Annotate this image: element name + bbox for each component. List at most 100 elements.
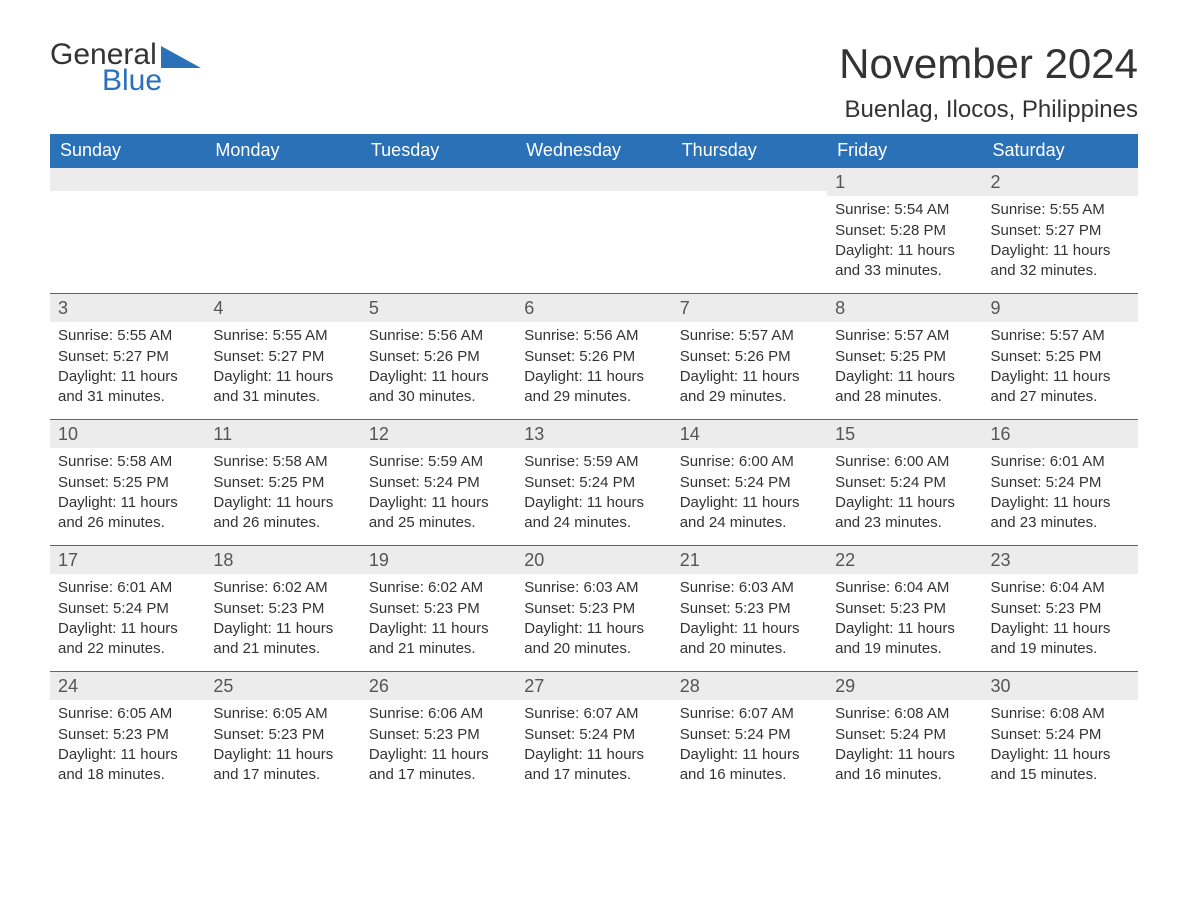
day-number: 4	[205, 294, 360, 322]
day-number: 3	[50, 294, 205, 322]
sunrise-line: Sunrise: 6:01 AM	[58, 578, 197, 598]
daylight-line: Daylight: 11 hours and 17 minutes.	[524, 745, 663, 786]
calendar-week: 10Sunrise: 5:58 AMSunset: 5:25 PMDayligh…	[50, 419, 1138, 545]
sunset-line: Sunset: 5:28 PM	[835, 221, 974, 241]
calendar-cell: 27Sunrise: 6:07 AMSunset: 5:24 PMDayligh…	[516, 671, 671, 797]
sunset-line: Sunset: 5:23 PM	[213, 599, 352, 619]
day-number: 5	[361, 294, 516, 322]
calendar-cell: 18Sunrise: 6:02 AMSunset: 5:23 PMDayligh…	[205, 545, 360, 671]
daylight-line: Daylight: 11 hours and 31 minutes.	[58, 367, 197, 408]
daylight-line: Daylight: 11 hours and 29 minutes.	[680, 367, 819, 408]
sunset-line: Sunset: 5:25 PM	[213, 473, 352, 493]
day-number: 11	[205, 420, 360, 448]
daylight-line: Daylight: 11 hours and 32 minutes.	[991, 241, 1130, 282]
empty-day	[50, 167, 205, 191]
calendar-cell: 4Sunrise: 5:55 AMSunset: 5:27 PMDaylight…	[205, 293, 360, 419]
daylight-line: Daylight: 11 hours and 15 minutes.	[991, 745, 1130, 786]
day-number: 2	[983, 168, 1138, 196]
day-number: 1	[827, 168, 982, 196]
day-number: 21	[672, 546, 827, 574]
sunset-line: Sunset: 5:23 PM	[369, 599, 508, 619]
empty-day	[361, 167, 516, 191]
day-details: Sunrise: 6:08 AMSunset: 5:24 PMDaylight:…	[827, 700, 982, 793]
empty-day	[516, 167, 671, 191]
daylight-line: Daylight: 11 hours and 30 minutes.	[369, 367, 508, 408]
day-details: Sunrise: 6:06 AMSunset: 5:23 PMDaylight:…	[361, 700, 516, 793]
calendar-cell: 20Sunrise: 6:03 AMSunset: 5:23 PMDayligh…	[516, 545, 671, 671]
calendar-cell: 26Sunrise: 6:06 AMSunset: 5:23 PMDayligh…	[361, 671, 516, 797]
sunset-line: Sunset: 5:24 PM	[58, 599, 197, 619]
day-details: Sunrise: 6:03 AMSunset: 5:23 PMDaylight:…	[672, 574, 827, 667]
day-number: 17	[50, 546, 205, 574]
sunset-line: Sunset: 5:24 PM	[680, 725, 819, 745]
sunrise-line: Sunrise: 6:00 AM	[835, 452, 974, 472]
calendar-cell: 29Sunrise: 6:08 AMSunset: 5:24 PMDayligh…	[827, 671, 982, 797]
calendar-cell: 9Sunrise: 5:57 AMSunset: 5:25 PMDaylight…	[983, 293, 1138, 419]
day-number: 15	[827, 420, 982, 448]
day-details: Sunrise: 6:02 AMSunset: 5:23 PMDaylight:…	[361, 574, 516, 667]
daylight-line: Daylight: 11 hours and 19 minutes.	[835, 619, 974, 660]
calendar-cell: 11Sunrise: 5:58 AMSunset: 5:25 PMDayligh…	[205, 419, 360, 545]
calendar-cell: 25Sunrise: 6:05 AMSunset: 5:23 PMDayligh…	[205, 671, 360, 797]
sunrise-line: Sunrise: 6:02 AM	[369, 578, 508, 598]
day-number: 6	[516, 294, 671, 322]
calendar-cell: 1Sunrise: 5:54 AMSunset: 5:28 PMDaylight…	[827, 167, 982, 293]
sunrise-line: Sunrise: 5:57 AM	[680, 326, 819, 346]
sunset-line: Sunset: 5:24 PM	[369, 473, 508, 493]
daylight-line: Daylight: 11 hours and 21 minutes.	[369, 619, 508, 660]
sunrise-line: Sunrise: 5:55 AM	[58, 326, 197, 346]
calendar-cell: 23Sunrise: 6:04 AMSunset: 5:23 PMDayligh…	[983, 545, 1138, 671]
sunset-line: Sunset: 5:27 PM	[213, 347, 352, 367]
daylight-line: Daylight: 11 hours and 16 minutes.	[835, 745, 974, 786]
daylight-line: Daylight: 11 hours and 27 minutes.	[991, 367, 1130, 408]
day-number: 25	[205, 672, 360, 700]
sunset-line: Sunset: 5:25 PM	[835, 347, 974, 367]
day-details: Sunrise: 6:00 AMSunset: 5:24 PMDaylight:…	[672, 448, 827, 541]
calendar-cell: 16Sunrise: 6:01 AMSunset: 5:24 PMDayligh…	[983, 419, 1138, 545]
calendar-cell: 13Sunrise: 5:59 AMSunset: 5:24 PMDayligh…	[516, 419, 671, 545]
day-details: Sunrise: 6:00 AMSunset: 5:24 PMDaylight:…	[827, 448, 982, 541]
sunrise-line: Sunrise: 6:07 AM	[680, 704, 819, 724]
daylight-line: Daylight: 11 hours and 26 minutes.	[58, 493, 197, 534]
day-number: 30	[983, 672, 1138, 700]
sunset-line: Sunset: 5:23 PM	[213, 725, 352, 745]
empty-day	[205, 167, 360, 191]
day-details: Sunrise: 6:01 AMSunset: 5:24 PMDaylight:…	[983, 448, 1138, 541]
day-details: Sunrise: 5:59 AMSunset: 5:24 PMDaylight:…	[361, 448, 516, 541]
day-header: Saturday	[983, 134, 1138, 167]
day-header-row: SundayMondayTuesdayWednesdayThursdayFrid…	[50, 134, 1138, 167]
sunrise-line: Sunrise: 6:01 AM	[991, 452, 1130, 472]
sunrise-line: Sunrise: 5:58 AM	[213, 452, 352, 472]
calendar-cell: 3Sunrise: 5:55 AMSunset: 5:27 PMDaylight…	[50, 293, 205, 419]
daylight-line: Daylight: 11 hours and 29 minutes.	[524, 367, 663, 408]
day-header: Monday	[205, 134, 360, 167]
day-details: Sunrise: 5:59 AMSunset: 5:24 PMDaylight:…	[516, 448, 671, 541]
sunrise-line: Sunrise: 6:08 AM	[991, 704, 1130, 724]
sunset-line: Sunset: 5:25 PM	[991, 347, 1130, 367]
daylight-line: Daylight: 11 hours and 26 minutes.	[213, 493, 352, 534]
calendar-cell: 15Sunrise: 6:00 AMSunset: 5:24 PMDayligh…	[827, 419, 982, 545]
sunrise-line: Sunrise: 6:02 AM	[213, 578, 352, 598]
daylight-line: Daylight: 11 hours and 24 minutes.	[680, 493, 819, 534]
day-details: Sunrise: 5:58 AMSunset: 5:25 PMDaylight:…	[50, 448, 205, 541]
calendar-cell: 2Sunrise: 5:55 AMSunset: 5:27 PMDaylight…	[983, 167, 1138, 293]
sunrise-line: Sunrise: 6:05 AM	[58, 704, 197, 724]
day-details: Sunrise: 5:55 AMSunset: 5:27 PMDaylight:…	[205, 322, 360, 415]
empty-day	[672, 167, 827, 191]
sunset-line: Sunset: 5:26 PM	[680, 347, 819, 367]
day-details: Sunrise: 6:07 AMSunset: 5:24 PMDaylight:…	[672, 700, 827, 793]
day-details: Sunrise: 5:57 AMSunset: 5:25 PMDaylight:…	[827, 322, 982, 415]
sunrise-line: Sunrise: 6:04 AM	[835, 578, 974, 598]
sunrise-line: Sunrise: 6:04 AM	[991, 578, 1130, 598]
day-number: 7	[672, 294, 827, 322]
day-details: Sunrise: 6:03 AMSunset: 5:23 PMDaylight:…	[516, 574, 671, 667]
day-details: Sunrise: 5:58 AMSunset: 5:25 PMDaylight:…	[205, 448, 360, 541]
sunset-line: Sunset: 5:26 PM	[369, 347, 508, 367]
month-title: November 2024	[839, 40, 1138, 88]
day-details: Sunrise: 5:57 AMSunset: 5:25 PMDaylight:…	[983, 322, 1138, 415]
daylight-line: Daylight: 11 hours and 23 minutes.	[835, 493, 974, 534]
sunrise-line: Sunrise: 6:06 AM	[369, 704, 508, 724]
sunrise-line: Sunrise: 5:55 AM	[991, 200, 1130, 220]
daylight-line: Daylight: 11 hours and 28 minutes.	[835, 367, 974, 408]
calendar-cell	[516, 167, 671, 293]
